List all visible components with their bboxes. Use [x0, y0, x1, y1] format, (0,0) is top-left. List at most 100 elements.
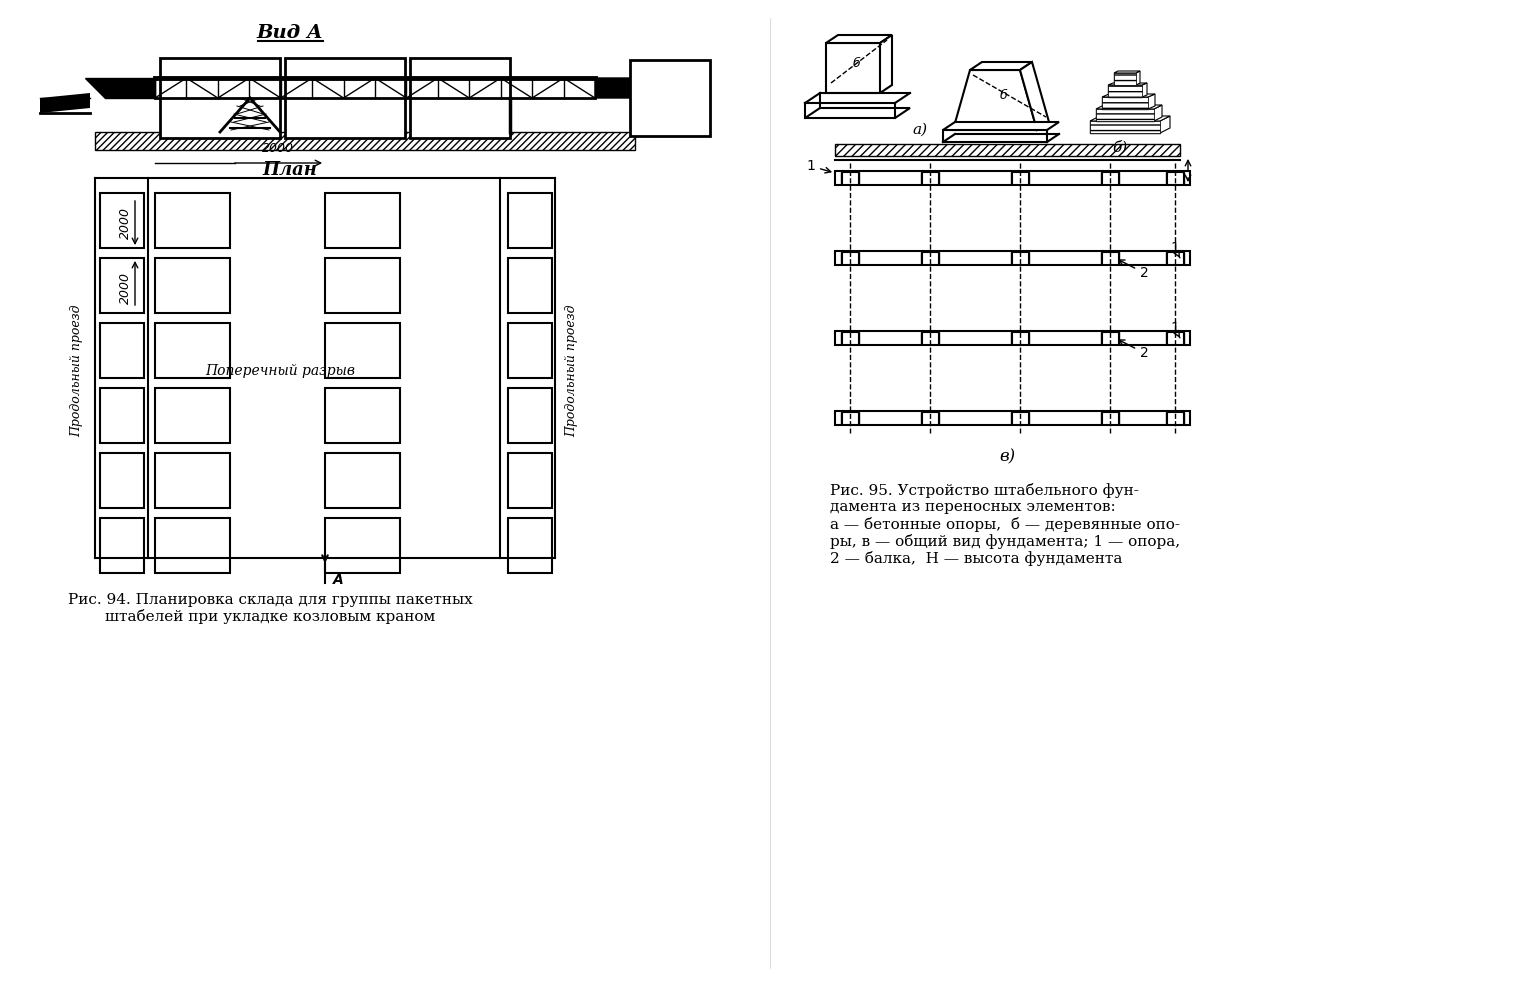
Bar — [842, 252, 859, 264]
Bar — [1012, 252, 1028, 264]
Bar — [326, 453, 399, 508]
Bar — [1091, 121, 1160, 133]
Bar — [1097, 109, 1154, 121]
Text: 2000: 2000 — [118, 207, 132, 239]
Text: 2000: 2000 — [118, 272, 132, 304]
Bar — [630, 60, 710, 136]
Bar — [1166, 172, 1184, 184]
Bar — [100, 388, 144, 443]
Bar — [1167, 252, 1183, 264]
Bar — [95, 132, 634, 150]
Bar — [836, 411, 1190, 425]
Polygon shape — [971, 62, 1032, 70]
Polygon shape — [880, 35, 892, 93]
Bar — [1114, 73, 1137, 85]
Text: 2: 2 — [1118, 340, 1149, 360]
Text: б: б — [998, 89, 1008, 102]
Polygon shape — [1141, 83, 1147, 97]
Text: Рис. 95. Устройство штабельного фун-
дамента из переносных элементов:
а — бетонн: Рис. 95. Устройство штабельного фун- дам… — [829, 483, 1180, 566]
Bar — [155, 453, 230, 508]
Bar — [508, 453, 551, 508]
Bar — [326, 323, 399, 378]
Bar — [836, 331, 1190, 345]
Bar — [155, 323, 230, 378]
Bar — [836, 251, 1190, 265]
Bar — [1167, 172, 1183, 184]
Bar — [326, 258, 399, 313]
Bar — [508, 518, 551, 573]
Bar — [1012, 172, 1028, 184]
Bar — [1012, 412, 1028, 424]
Polygon shape — [1160, 116, 1170, 133]
Bar — [100, 193, 144, 248]
Bar — [1167, 332, 1183, 344]
Polygon shape — [1097, 105, 1163, 109]
Bar — [842, 172, 859, 184]
Bar — [508, 388, 551, 443]
Bar — [922, 252, 938, 264]
Polygon shape — [1020, 62, 1049, 130]
Bar — [326, 388, 399, 443]
Polygon shape — [594, 78, 665, 98]
Bar — [1101, 97, 1147, 109]
Bar — [1011, 172, 1029, 184]
Bar — [1101, 332, 1120, 344]
Bar — [1011, 412, 1029, 424]
Text: б): б) — [1112, 140, 1127, 154]
Bar — [836, 171, 1190, 185]
Bar — [922, 332, 938, 344]
Bar — [922, 252, 938, 264]
Bar — [842, 332, 859, 344]
Bar — [922, 332, 938, 344]
Polygon shape — [84, 78, 155, 98]
Bar — [836, 144, 1180, 156]
Bar — [1011, 332, 1029, 344]
Text: 1: 1 — [806, 159, 831, 173]
Bar — [508, 323, 551, 378]
Bar — [922, 412, 938, 424]
Polygon shape — [943, 122, 1058, 130]
Polygon shape — [660, 93, 710, 113]
Bar — [1107, 85, 1141, 97]
Bar — [155, 518, 230, 573]
Bar — [1101, 332, 1118, 344]
Polygon shape — [952, 70, 1037, 130]
Bar — [1011, 252, 1029, 264]
Bar — [1097, 109, 1154, 121]
Bar — [1101, 412, 1118, 424]
Polygon shape — [1154, 105, 1163, 121]
Bar — [155, 258, 230, 313]
Bar — [160, 58, 280, 138]
Text: 2: 2 — [1118, 260, 1149, 280]
Bar — [326, 193, 399, 248]
Bar — [922, 172, 938, 184]
Bar — [842, 412, 859, 424]
Bar — [1166, 332, 1184, 344]
Bar — [1166, 252, 1184, 264]
Bar — [922, 412, 938, 424]
Bar — [100, 323, 144, 378]
Bar — [1101, 172, 1120, 184]
Polygon shape — [1147, 94, 1155, 109]
Bar — [1167, 412, 1183, 424]
Bar — [1101, 252, 1118, 264]
Text: 1: 1 — [1170, 241, 1180, 258]
Polygon shape — [1101, 94, 1155, 97]
Bar — [100, 453, 144, 508]
Text: А: А — [333, 573, 344, 587]
Text: 2000: 2000 — [261, 142, 293, 155]
Polygon shape — [1114, 71, 1140, 73]
Bar — [1107, 85, 1141, 97]
Text: а): а) — [912, 123, 928, 137]
Text: Вид А: Вид А — [257, 24, 324, 42]
Bar — [826, 43, 882, 93]
Bar — [410, 58, 510, 138]
Bar — [1012, 332, 1028, 344]
Bar — [1101, 172, 1118, 184]
Text: Продольный проезд: Продольный проезд — [71, 304, 83, 438]
Bar — [286, 58, 406, 138]
Bar — [842, 172, 859, 184]
Polygon shape — [805, 108, 909, 118]
Polygon shape — [1137, 71, 1140, 85]
Polygon shape — [1107, 83, 1147, 85]
